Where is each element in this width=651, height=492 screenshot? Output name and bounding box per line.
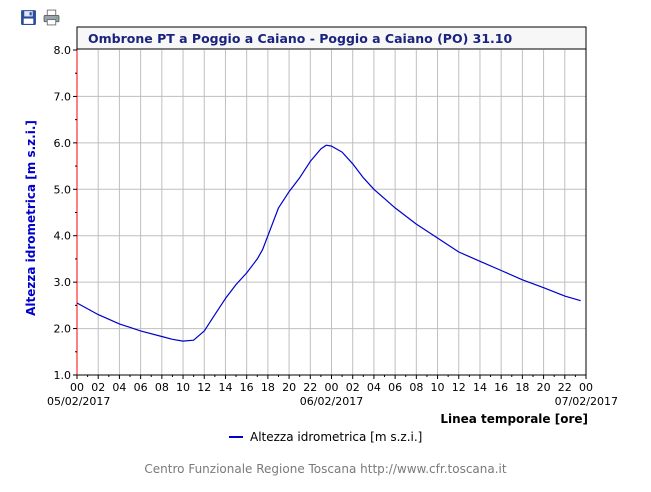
- legend-label: Altezza idrometrica [m s.z.i.]: [250, 430, 422, 444]
- grid: [77, 50, 586, 375]
- date-label: 06/02/2017: [300, 395, 363, 408]
- x-tick-label: 04: [112, 381, 126, 394]
- legend: Altezza idrometrica [m s.z.i.]: [229, 430, 422, 444]
- x-tick-label: 18: [261, 381, 275, 394]
- x-tick-label: 12: [452, 381, 466, 394]
- x-tick-label: 08: [409, 381, 423, 394]
- x-axis-date-labels: 05/02/2017 06/02/2017 07/02/2017: [47, 395, 618, 408]
- x-tick-label: 04: [367, 381, 381, 394]
- x-tick-label: 20: [537, 381, 551, 394]
- y-tick-label: 1.0: [54, 369, 72, 382]
- x-tick-label: 18: [515, 381, 529, 394]
- date-label: 05/02/2017: [47, 395, 110, 408]
- x-tick-label: 06: [388, 381, 402, 394]
- x-tick-label: 02: [91, 381, 105, 394]
- x-tick-label: 08: [155, 381, 169, 394]
- x-tick-label: 02: [346, 381, 360, 394]
- y-axis-label: Altezza idrometrica [m s.z.i.]: [24, 120, 38, 316]
- x-tick-label: 12: [197, 381, 211, 394]
- x-tick-label: 14: [218, 381, 232, 394]
- y-tick-label: 2.0: [54, 323, 72, 336]
- chart: Ombrone PT a Poggio a Caiano - Poggio a …: [24, 26, 618, 444]
- x-tick-label: 10: [431, 381, 445, 394]
- x-tick-label: 16: [240, 381, 254, 394]
- x-tick-label: 00: [579, 381, 593, 394]
- x-tick-label: 10: [176, 381, 190, 394]
- chart-title: Ombrone PT a Poggio a Caiano - Poggio a …: [88, 31, 512, 46]
- footer-credit: Centro Funzionale Regione Toscana http:/…: [144, 462, 507, 476]
- chart-title-box: Ombrone PT a Poggio a Caiano - Poggio a …: [76, 26, 587, 50]
- y-tick-label: 6.0: [54, 137, 72, 150]
- series-layer: [76, 144, 581, 342]
- y-axis-ticks: 1.0 2.0 3.0 4.0 5.0 6.0 7.0 8.0: [54, 44, 77, 382]
- x-tick-label: 22: [303, 381, 317, 394]
- floppy-disk-icon[interactable]: [20, 9, 37, 26]
- y-tick-label: 5.0: [54, 183, 72, 196]
- y-tick-label: 7.0: [54, 90, 72, 103]
- y-tick-label: 3.0: [54, 276, 72, 289]
- x-tick-label: 14: [473, 381, 487, 394]
- y-tick-label: 8.0: [54, 44, 72, 57]
- x-tick-label: 22: [558, 381, 572, 394]
- x-tick-label: 16: [494, 381, 508, 394]
- toolbar: [20, 9, 60, 27]
- x-tick-label: 00: [325, 381, 339, 394]
- x-axis-label: Linea temporale [ore]: [440, 412, 588, 426]
- x-axis-ticks: 00 02 04 06 08 10 12 14 16 18 20 22 00 02 04 06 08 10 12 14…: [70, 375, 593, 394]
- x-tick-label: 00: [70, 381, 84, 394]
- x-tick-label: 06: [134, 381, 148, 394]
- printer-icon[interactable]: [43, 9, 60, 26]
- x-tick-label: 20: [282, 381, 296, 394]
- date-label: 07/02/2017: [555, 395, 618, 408]
- series-line: [76, 144, 581, 342]
- y-tick-label: 4.0: [54, 230, 72, 243]
